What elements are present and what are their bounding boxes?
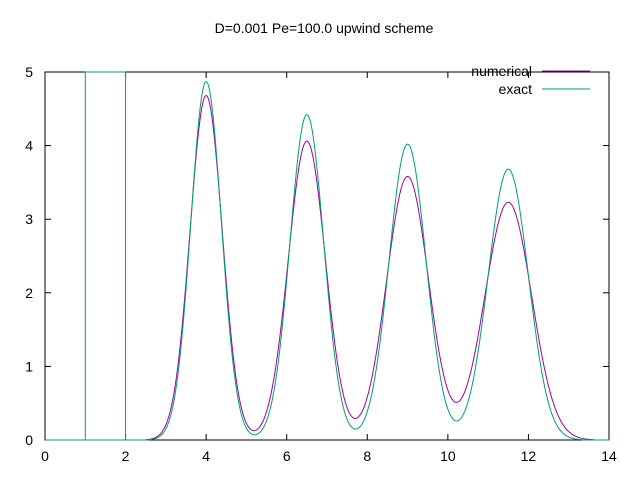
legend: numerical exact [471,63,590,97]
y-tick-label: 0 [25,432,33,448]
chart-title: D=0.001 Pe=100.0 upwind scheme [215,20,434,36]
legend-label: numerical [471,63,532,79]
y-tick-label: 2 [25,285,33,301]
y-tick-label: 5 [25,64,33,80]
plot-frame [44,71,610,441]
x-tick-label: 12 [521,448,537,464]
x-tick-label: 0 [41,448,49,464]
series-pulse-exact [84,71,127,440]
series-line-numerical [45,95,609,441]
y-tick-label: 1 [25,358,33,374]
y-tick-label: 4 [25,138,33,154]
y-tick-label: 3 [25,211,33,227]
series-lines [45,71,609,441]
x-tick-label: 10 [440,448,456,464]
series-line-exact [45,81,609,441]
x-tick-label: 2 [122,448,130,464]
x-tick-label: 14 [601,448,617,464]
x-tick-label: 8 [363,448,371,464]
x-tick-label: 4 [202,448,210,464]
legend-label: exact [499,81,533,97]
x-tick-label: 6 [283,448,291,464]
